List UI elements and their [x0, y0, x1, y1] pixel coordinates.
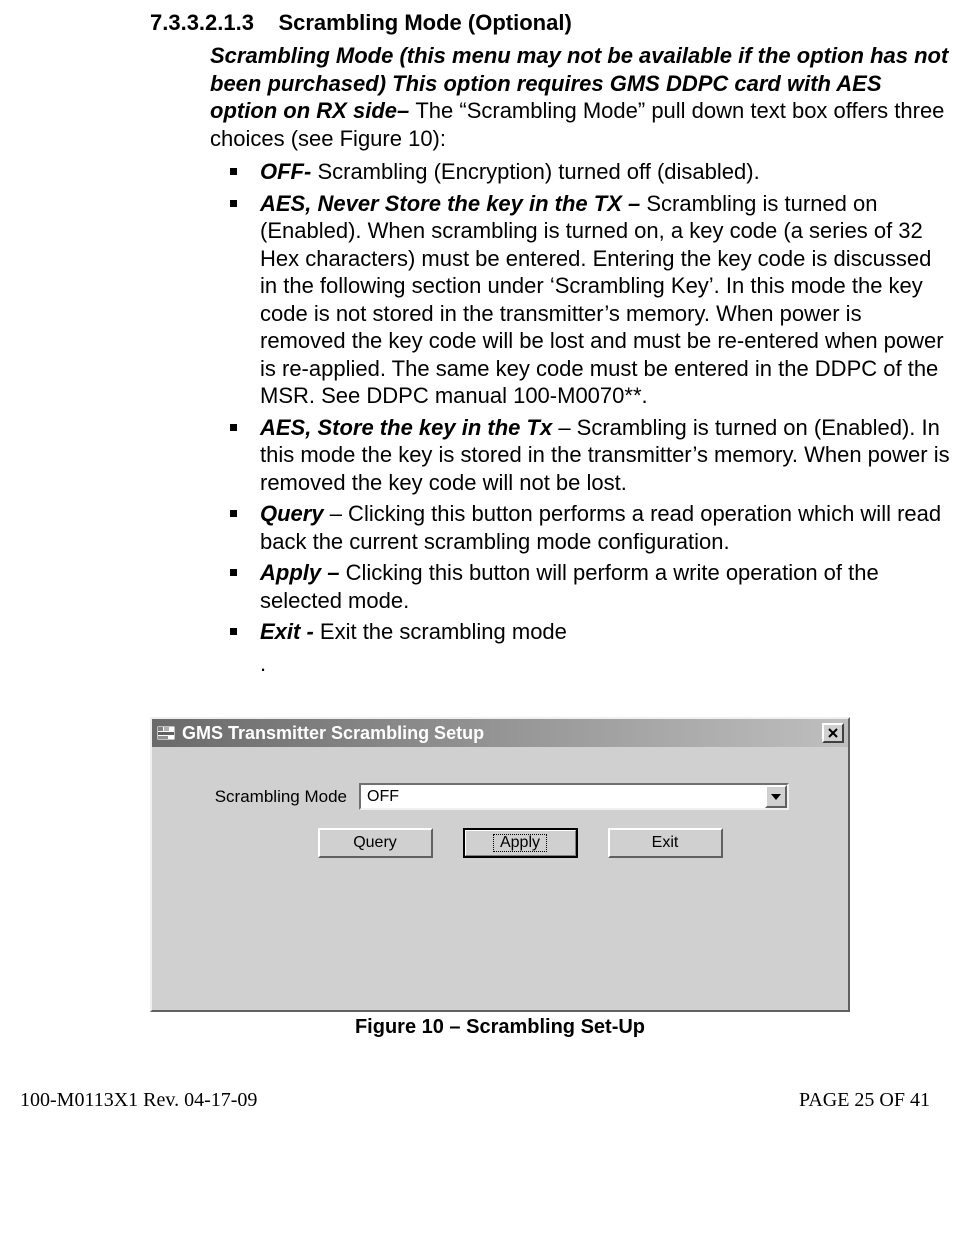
- button-label: Exit: [652, 834, 679, 852]
- button-label: Query: [353, 834, 397, 852]
- figure-wrap: GMS Transmitter Scrambling Setup Scrambl…: [150, 717, 850, 1039]
- chevron-down-icon[interactable]: [765, 785, 787, 808]
- bullet-list: OFF- Scrambling (Encryption) turned off …: [220, 158, 950, 646]
- dialog-titlebar: GMS Transmitter Scrambling Setup: [152, 719, 848, 747]
- list-item: Exit - Exit the scrambling mode: [220, 618, 950, 646]
- bullet-lead: AES, Never Store the key in the TX –: [260, 191, 646, 216]
- exit-button[interactable]: Exit: [608, 828, 723, 858]
- dialog-button-row: Query Apply Exit: [222, 828, 818, 858]
- scrambling-mode-label: Scrambling Mode: [182, 787, 359, 807]
- list-item: AES, Never Store the key in the TX – Scr…: [220, 190, 950, 410]
- section-heading: 7.3.3.2.1.3 Scrambling Mode (Optional): [150, 10, 960, 36]
- bullet-text: – Clicking this button performs a read o…: [260, 501, 941, 554]
- list-item: OFF- Scrambling (Encryption) turned off …: [220, 158, 950, 186]
- scrambling-setup-dialog: GMS Transmitter Scrambling Setup Scrambl…: [150, 717, 850, 1012]
- trailing-dot: .: [260, 650, 960, 678]
- bullet-text: Scrambling (Encryption) turned off (disa…: [317, 159, 759, 184]
- bullet-text: Scrambling is turned on (Enabled). When …: [260, 191, 944, 409]
- dialog-body: Scrambling Mode OFF Query Apply: [152, 747, 848, 858]
- document-page: 7.3.3.2.1.3 Scrambling Mode (Optional) S…: [0, 0, 970, 1132]
- intro-paragraph: Scrambling Mode (this menu may not be av…: [210, 42, 950, 152]
- apply-button[interactable]: Apply: [463, 828, 578, 858]
- scrambling-mode-combo[interactable]: OFF: [359, 783, 789, 810]
- figure-caption: Figure 10 – Scrambling Set-Up: [150, 1016, 850, 1039]
- bullet-lead: AES, Store the key in the Tx: [260, 415, 558, 440]
- footer-left: 100-M0113X1 Rev. 04-17-09: [20, 1089, 257, 1112]
- bullet-text: Clicking this button will perform a writ…: [260, 560, 879, 613]
- bullet-lead: Apply –: [260, 560, 346, 585]
- bullet-lead: Query: [260, 501, 330, 526]
- bullet-text: Exit the scrambling mode: [320, 619, 567, 644]
- bullet-lead: OFF-: [260, 159, 317, 184]
- footer-right: PAGE 25 OF 41: [799, 1089, 930, 1112]
- app-icon: [156, 724, 176, 742]
- bullet-lead: Exit -: [260, 619, 320, 644]
- page-footer: 100-M0113X1 Rev. 04-17-09 PAGE 25 OF 41: [20, 1089, 930, 1112]
- section-title: Scrambling Mode (Optional): [278, 10, 571, 35]
- button-label: Apply: [492, 833, 548, 853]
- list-item: AES, Store the key in the Tx – Scramblin…: [220, 414, 950, 497]
- list-item: Query – Clicking this button performs a …: [220, 500, 950, 555]
- scrambling-mode-row: Scrambling Mode OFF: [182, 783, 818, 810]
- dialog-title: GMS Transmitter Scrambling Setup: [182, 723, 822, 744]
- close-button[interactable]: [822, 723, 844, 743]
- combo-value: OFF: [361, 788, 765, 806]
- section-number: 7.3.3.2.1.3: [150, 10, 254, 35]
- query-button[interactable]: Query: [318, 828, 433, 858]
- list-item: Apply – Clicking this button will perfor…: [220, 559, 950, 614]
